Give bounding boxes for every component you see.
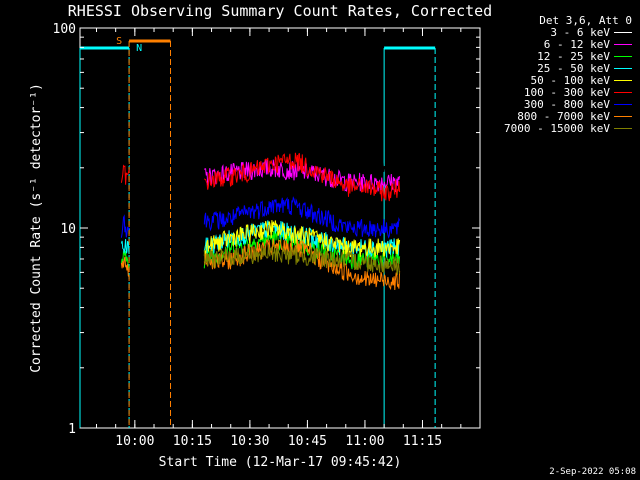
- series-3-6keV: [120, 133, 401, 173]
- x-tick-label: 10:30: [230, 434, 269, 449]
- saa-flag-label: S: [116, 36, 122, 47]
- legend-header-text: Det 3,6, Att 0: [539, 13, 632, 27]
- legend-swatch: [614, 127, 632, 129]
- legend-swatch: [614, 79, 632, 81]
- series-300-800keV: [120, 196, 401, 239]
- x-axis-label: Start Time (12-Mar-17 09:45:42): [159, 455, 402, 470]
- series-line: [203, 244, 401, 275]
- y-axis: 1 10 100: [53, 22, 480, 437]
- series-50-100keV: [203, 220, 401, 258]
- legend-label: 7000 - 15000 keV: [504, 121, 610, 135]
- x-axis: 10:00 10:15 10:30 10:45 11:00 11:15: [95, 28, 462, 449]
- series-line: [120, 256, 130, 277]
- series-line: [120, 239, 130, 255]
- footer-timestamp: 2-Sep-2022 05:08: [549, 467, 636, 477]
- series-line: [203, 152, 401, 202]
- series-line: [203, 133, 401, 173]
- y-tick-label: 10: [60, 222, 76, 237]
- legend-entry: 100 - 300 keV: [523, 85, 632, 99]
- legend-entry: 12 - 25 keV: [537, 49, 632, 63]
- series-line: [203, 220, 401, 258]
- legend-entry: 6 - 12 keV: [543, 37, 632, 51]
- y-tick-label: 1: [68, 422, 76, 437]
- x-tick-label: 11:00: [345, 434, 384, 449]
- legend-entry: 25 - 50 keV: [537, 61, 632, 75]
- legend-label: 6 - 12 keV: [543, 37, 610, 51]
- x-tick-label: 10:15: [173, 434, 212, 449]
- night-flag-label: N: [136, 43, 142, 54]
- x-tick-label: 11:15: [403, 434, 442, 449]
- series-line: [120, 148, 130, 169]
- flags-layer: SN: [79, 36, 436, 428]
- legend-swatch: [614, 91, 632, 93]
- legend: Det 3,6, Att 0 3 - 6 keV 6 - 12 keV 12 - 2…: [480, 14, 640, 154]
- legend-label: 3 - 6 keV: [550, 25, 610, 39]
- legend-label: 100 - 300 keV: [523, 85, 610, 99]
- legend-swatch: [614, 115, 632, 117]
- legend-entry: 300 - 800 keV: [523, 97, 632, 111]
- legend-label: 12 - 25 keV: [537, 49, 610, 63]
- legend-entry: 800 - 7000 keV: [517, 109, 632, 123]
- legend-entry: 3 - 6 keV: [550, 25, 632, 39]
- series-layer: [120, 133, 401, 291]
- legend-header: Det 3,6, Att 0: [539, 13, 632, 27]
- legend-swatch: [614, 43, 632, 45]
- series-100-300keV: [120, 152, 401, 202]
- series-line: [120, 164, 130, 185]
- legend-label: 800 - 7000 keV: [517, 109, 610, 123]
- legend-swatch: [614, 67, 632, 69]
- legend-entry: 50 - 100 keV: [530, 73, 632, 87]
- series-line: [203, 196, 401, 239]
- series-7000-15000keV: [203, 244, 401, 275]
- legend-swatch: [614, 103, 632, 105]
- chart-title: RHESSI Observing Summary Count Rates, Co…: [68, 2, 492, 20]
- y-axis-label: Corrected Count Rate (s⁻¹ detector⁻¹): [29, 83, 44, 373]
- legend-swatch: [614, 55, 632, 57]
- legend-swatch: [614, 31, 632, 33]
- x-tick-label: 10:45: [288, 434, 327, 449]
- legend-label: 300 - 800 keV: [523, 97, 610, 111]
- y-tick-label: 100: [53, 22, 76, 37]
- x-tick-label: 10:00: [115, 434, 154, 449]
- series-line: [120, 214, 130, 238]
- legend-label: 50 - 100 keV: [530, 73, 610, 87]
- legend-entry: 7000 - 15000 keV: [504, 121, 632, 135]
- legend-label: 25 - 50 keV: [537, 61, 610, 75]
